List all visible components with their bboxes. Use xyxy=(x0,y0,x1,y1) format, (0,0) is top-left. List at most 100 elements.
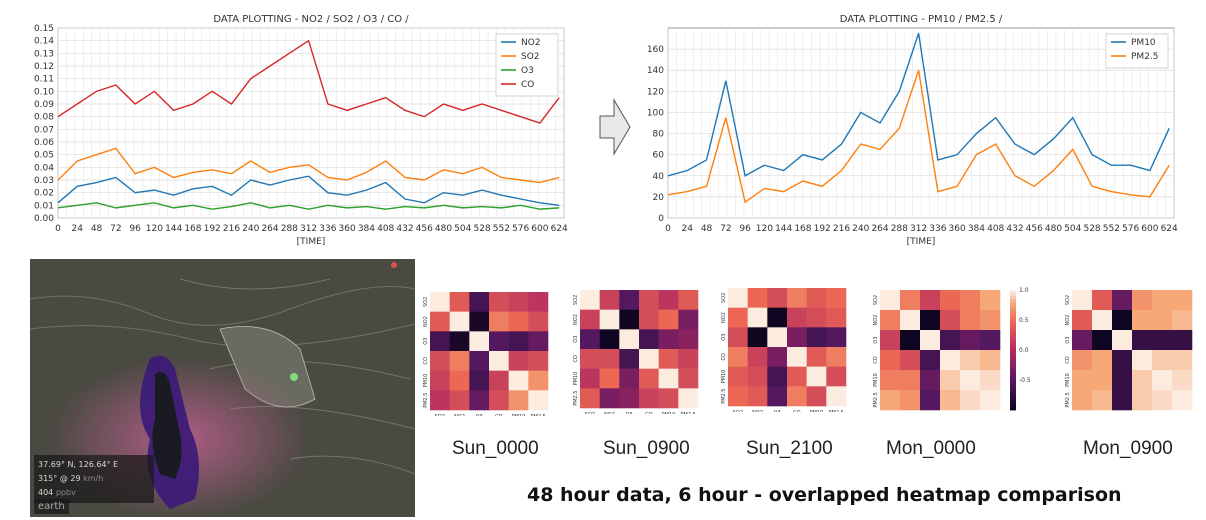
x-tick-label: 120 xyxy=(756,224,773,234)
colorbar-segment xyxy=(1010,395,1016,399)
heatmap-cell xyxy=(900,390,921,411)
x-tick-label: 240 xyxy=(242,224,259,234)
caption-mon-0900: Mon_0900 xyxy=(1083,438,1173,459)
heatmap-cell xyxy=(1072,330,1093,351)
colorbar-segment xyxy=(1010,323,1016,327)
heatmap-cell xyxy=(767,327,788,348)
heatmap-x-label: NO2 xyxy=(454,414,465,416)
colorbar-segment xyxy=(1010,398,1016,402)
series-line-no2 xyxy=(57,175,560,207)
heatmap-cell xyxy=(900,310,921,331)
heatmap-y-label: O3 xyxy=(423,338,429,345)
heatmap-cell xyxy=(528,390,549,411)
heatmap-cell xyxy=(508,331,529,352)
heatmap-cell xyxy=(599,290,620,310)
series-line-so2 xyxy=(57,147,560,184)
y-tick-label: 0.07 xyxy=(34,125,54,135)
heatmap-cell xyxy=(787,347,807,367)
heatmap-cell xyxy=(826,347,847,367)
heatmap-y-label: PM10 xyxy=(423,374,429,388)
heatmap-cell xyxy=(580,329,600,350)
heatmap-cell xyxy=(639,349,659,369)
heatmap-x-label: O3 xyxy=(476,414,483,416)
colorbar-segment xyxy=(1010,314,1016,318)
x-tick-label: 600 xyxy=(531,224,548,234)
heatmap-cell xyxy=(599,329,620,350)
caption-sun-0000: Sun_0000 xyxy=(452,438,539,459)
heatmap-cell xyxy=(658,368,679,389)
x-tick-label: 576 xyxy=(1122,224,1139,234)
heatmap-y-label: O3 xyxy=(573,336,579,343)
heatmap-cell xyxy=(920,330,941,351)
legend-label: O3 xyxy=(521,66,534,76)
heatmap-cell xyxy=(980,370,1001,391)
y-tick-label: 160 xyxy=(647,45,664,55)
heatmap-cell xyxy=(747,327,768,348)
chart-title: DATA PLOTTING - PM10 / PM2.5 / xyxy=(840,14,1003,25)
heatmap-cell xyxy=(658,290,679,310)
colorbar-segment xyxy=(1010,401,1016,405)
heatmap-cell xyxy=(826,327,847,348)
colorbar-tick-label: 0.5 xyxy=(1019,317,1029,324)
heatmap-cell xyxy=(580,309,600,330)
y-tick-label: 20 xyxy=(653,193,665,203)
heatmap-cell xyxy=(658,309,679,330)
heatmap-cell xyxy=(1172,330,1193,351)
colorbar-segment xyxy=(1010,368,1016,372)
arrow-right-icon xyxy=(599,98,631,156)
heatmap-cell xyxy=(728,347,748,367)
colorbar-segment xyxy=(1010,302,1016,306)
heatmap-cell xyxy=(430,331,450,352)
earth-map: 37.69° N, 126.64° E 315° @ 29 km/h 404 p… xyxy=(30,259,415,517)
x-tick-label: 480 xyxy=(435,224,452,234)
heatmap-cell xyxy=(658,349,679,369)
heatmap-cell xyxy=(940,290,961,311)
x-tick-label: 216 xyxy=(223,224,240,234)
colorbar-segment xyxy=(1010,341,1016,345)
x-tick-label: 624 xyxy=(1161,224,1178,234)
heatmap-cell xyxy=(1132,370,1153,391)
heatmap-y-label: PM2.5 xyxy=(1065,392,1071,407)
heatmap-cell xyxy=(806,288,827,308)
heatmap-cell xyxy=(528,311,549,332)
heatmap-cell xyxy=(767,366,788,387)
x-tick-label: 384 xyxy=(968,224,985,234)
heatmap-cell xyxy=(489,311,509,332)
x-tick-label: 456 xyxy=(416,224,433,234)
heatmap-cell xyxy=(1072,350,1093,371)
heatmap-cell xyxy=(1112,390,1133,411)
heatmap-cell xyxy=(489,351,509,371)
heatmap-cell xyxy=(880,310,901,331)
colorbar-segment xyxy=(1010,362,1016,366)
colorbar-segment xyxy=(1010,293,1016,297)
heatmap-cell xyxy=(826,288,847,308)
colorbar-segment xyxy=(1010,383,1016,387)
heatmap-cell xyxy=(787,307,807,328)
heatmap-cell xyxy=(508,390,529,411)
x-tick-label: 360 xyxy=(339,224,356,234)
y-tick-label: 0.13 xyxy=(34,49,54,59)
heatmap-cell xyxy=(619,368,640,389)
heatmap-cell xyxy=(940,310,961,331)
heatmap-cell xyxy=(980,330,1001,351)
heatmap-cell xyxy=(489,370,509,391)
map-wind-unit: km/h xyxy=(83,474,104,483)
x-axis-label: [TIME] xyxy=(907,237,936,247)
heatmap-cell xyxy=(880,290,901,311)
heatmap-x-label: CO xyxy=(793,410,800,412)
heatmap-y-label: PM2.5 xyxy=(873,392,879,407)
heatmap-cell xyxy=(489,292,509,312)
heatmap-cell xyxy=(469,311,490,332)
colorbar-segment xyxy=(1010,308,1016,312)
heatmap-cell xyxy=(639,309,659,330)
colorbar-tick-label: 0.0 xyxy=(1019,347,1029,354)
heatmap-y-label: CO xyxy=(721,353,727,360)
heatmap-cell xyxy=(639,388,659,409)
heatmap-y-label: NO2 xyxy=(423,316,429,327)
earth-brand[interactable]: earth xyxy=(34,499,69,514)
heatmap-y-label: SO2 xyxy=(423,297,429,307)
colorbar-segment xyxy=(1010,356,1016,360)
heatmap-y-label: NO2 xyxy=(721,312,727,323)
y-tick-label: 140 xyxy=(647,66,664,76)
x-tick-label: 624 xyxy=(551,224,568,234)
